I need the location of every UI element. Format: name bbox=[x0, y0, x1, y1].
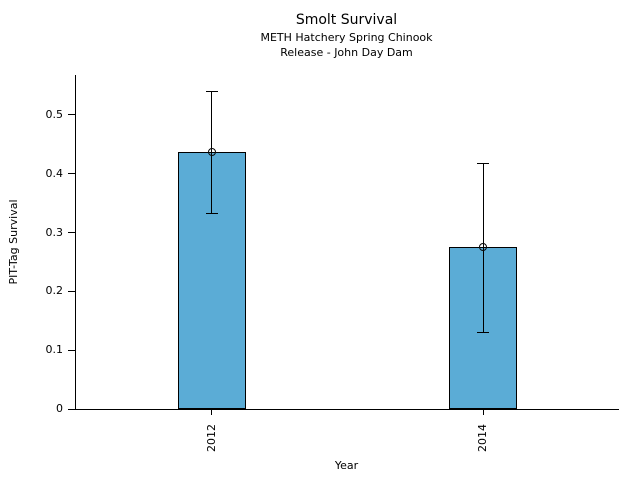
chart-subtitle-line2: Release - John Day Dam bbox=[280, 46, 413, 59]
y-axis-tick bbox=[68, 349, 75, 351]
error-bar-cap-bottom bbox=[205, 212, 218, 214]
x-axis-tick bbox=[211, 409, 213, 415]
point-marker bbox=[479, 243, 488, 252]
y-axis-tick bbox=[68, 232, 75, 234]
y-axis-tick-label: 0.4 bbox=[45, 166, 64, 180]
y-axis-tick-label: 0.3 bbox=[45, 225, 64, 239]
chart-title: Smolt Survival bbox=[295, 12, 398, 28]
y-axis-tick-label: 0.2 bbox=[45, 284, 64, 298]
y-axis-tick bbox=[68, 408, 75, 410]
x-axis-tick bbox=[482, 409, 484, 415]
x-axis-label: Year bbox=[334, 459, 359, 472]
y-axis-tick-label: 0 bbox=[56, 402, 63, 415]
chart-subtitle-line1: METH Hatchery Spring Chinook bbox=[260, 31, 433, 44]
y-axis-label: PIT-Tag Survival bbox=[7, 199, 20, 285]
y-axis-tick-label: 0.1 bbox=[45, 343, 64, 357]
y-axis-tick bbox=[68, 114, 75, 116]
error-bar-cap-top bbox=[205, 90, 218, 92]
y-axis-tick-label: 0.5 bbox=[45, 107, 64, 121]
error-bar-cap-top bbox=[477, 162, 490, 164]
plot-area: 0 0.1 0.2 0.3 0.4 0.5 2012 2014 bbox=[46, 75, 619, 452]
error-bar-cap-bottom bbox=[477, 332, 490, 334]
point-marker bbox=[207, 148, 216, 157]
y-axis-tick bbox=[68, 173, 75, 175]
y-axis-tick bbox=[68, 290, 75, 292]
